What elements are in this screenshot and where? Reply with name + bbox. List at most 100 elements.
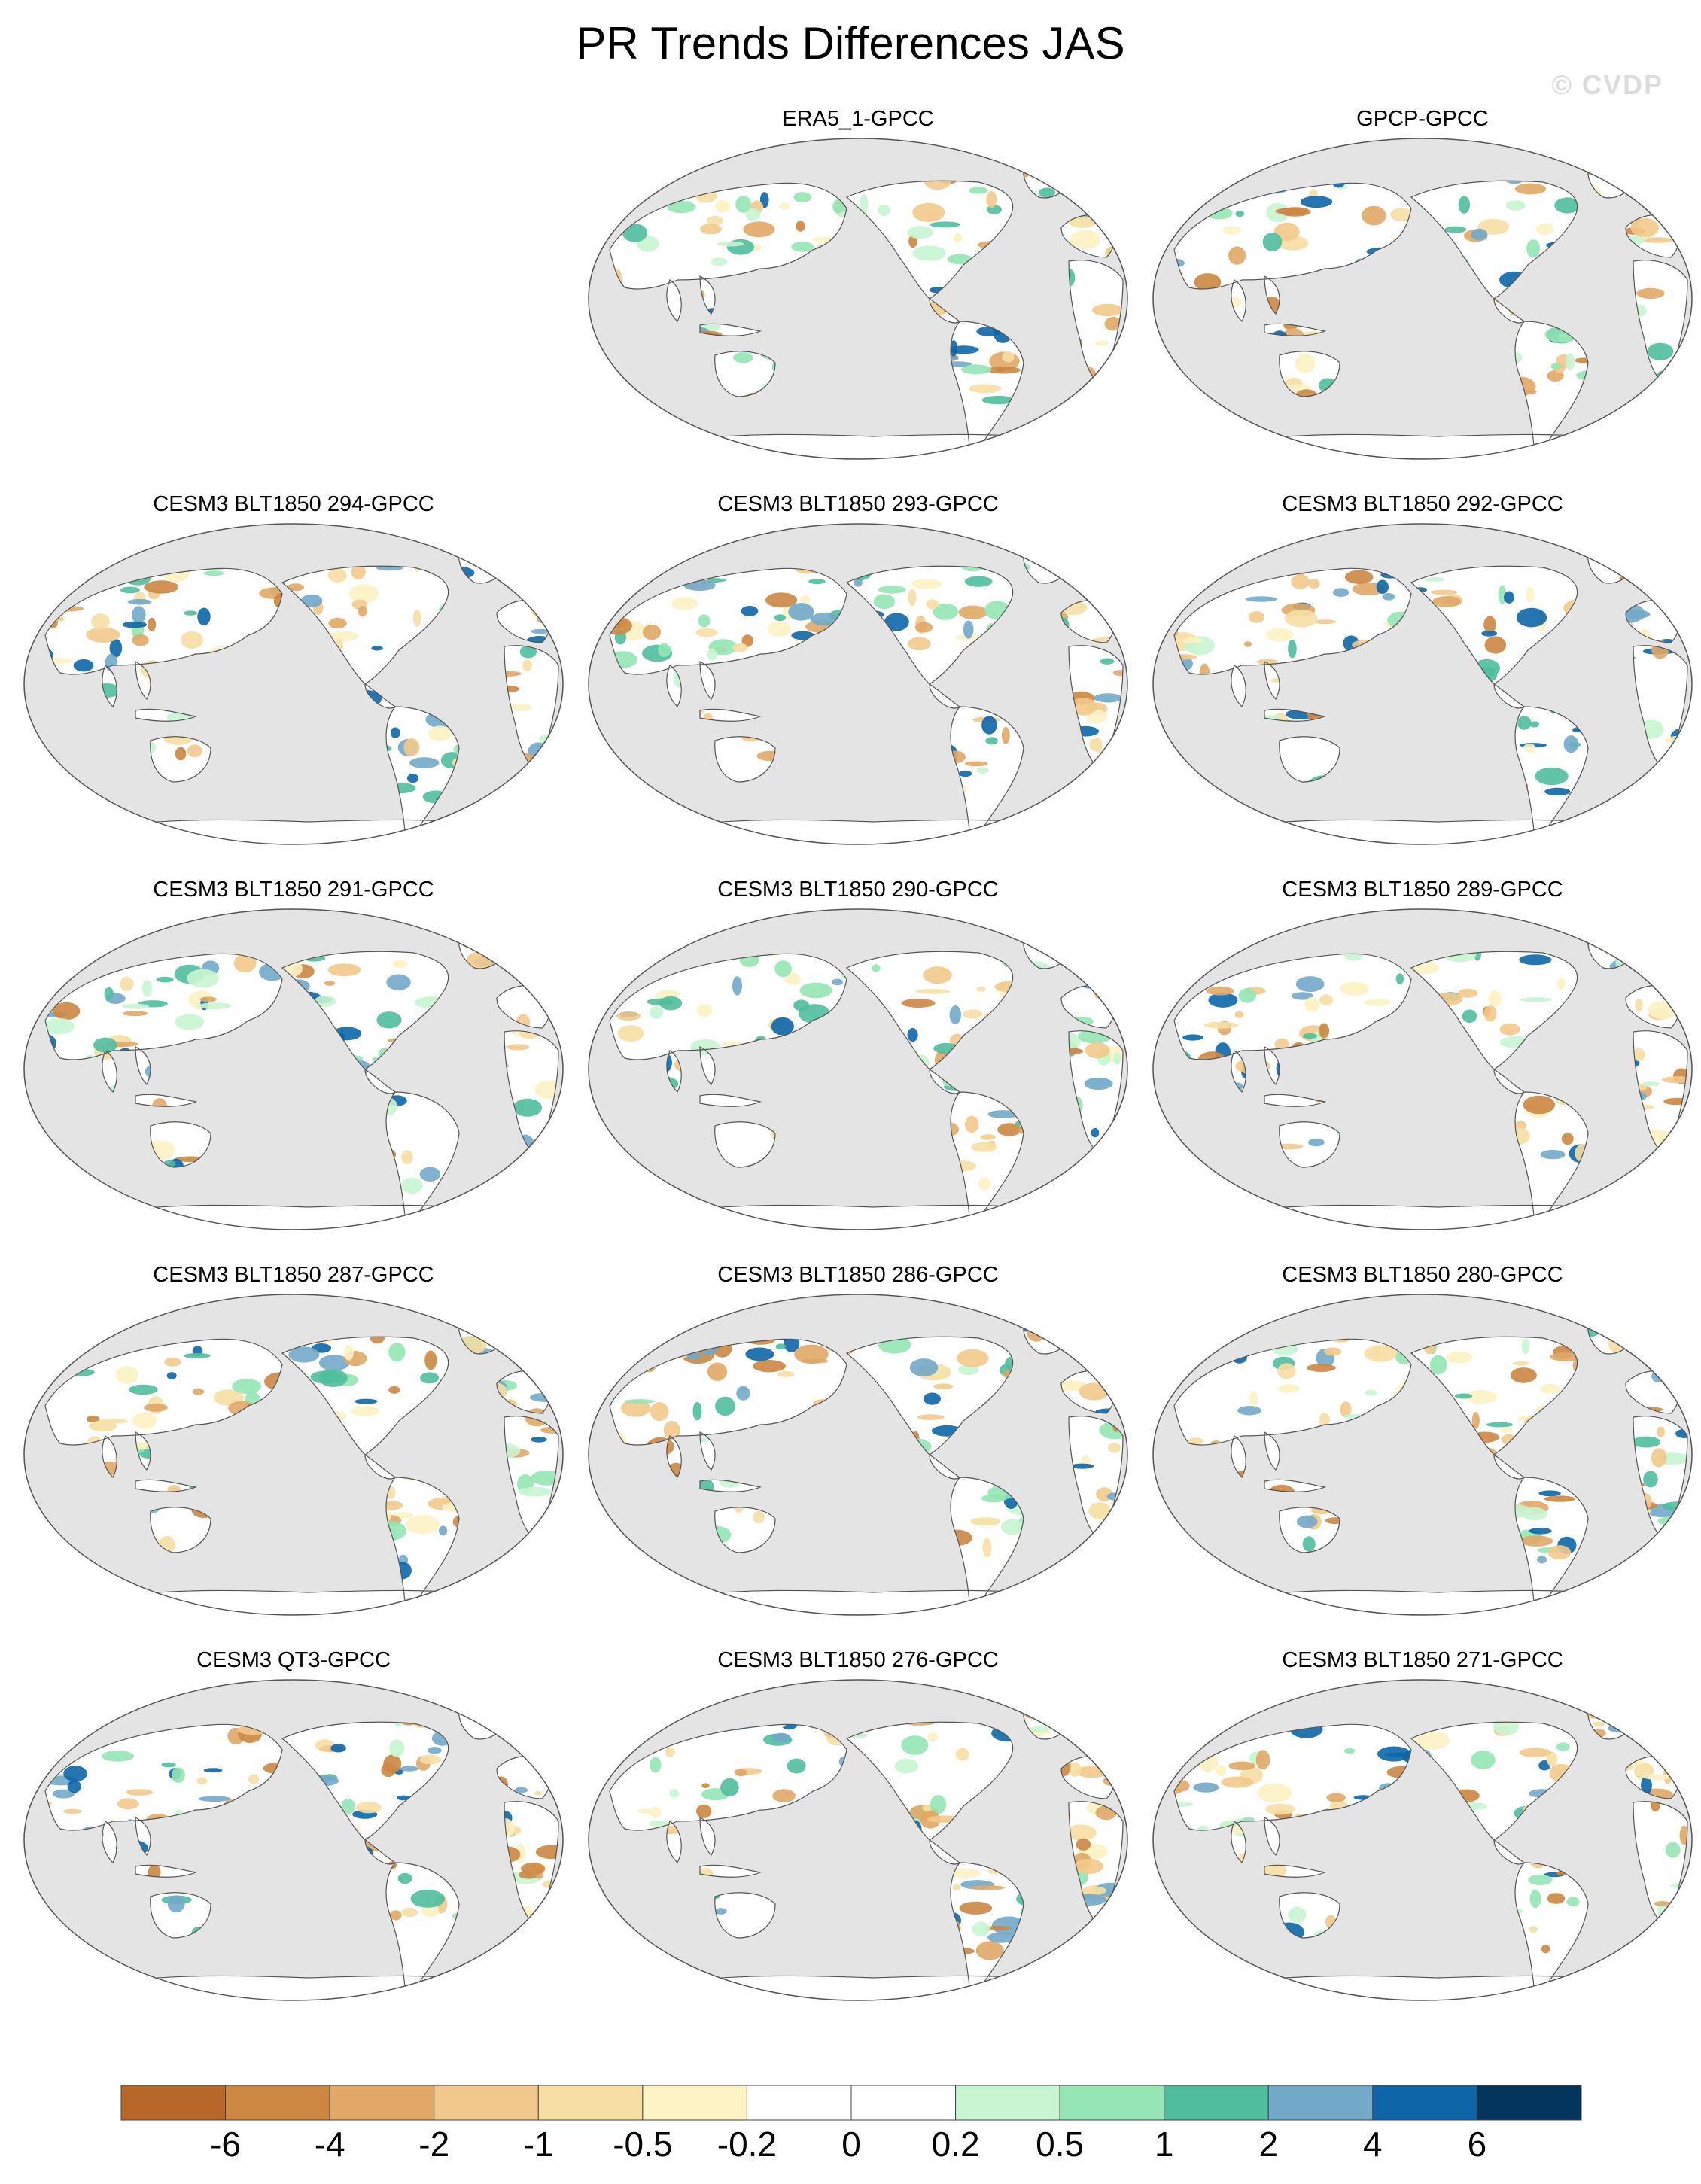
colorbar-box bbox=[537, 2085, 644, 2121]
colorbar-label: 0.2 bbox=[931, 2125, 980, 2164]
landmass-namerica bbox=[282, 1722, 449, 1840]
map-border bbox=[1152, 1294, 1693, 1616]
landmass-seasia bbox=[700, 1817, 715, 1855]
panel-title: CESM3 BLT1850 291-GPCC bbox=[153, 878, 434, 902]
panel-title: CESM3 BLT1850 290-GPCC bbox=[717, 878, 999, 902]
colorbar-box bbox=[642, 2085, 747, 2121]
landmass-eurasia bbox=[45, 954, 282, 1060]
landmass-eurasia bbox=[45, 1724, 282, 1830]
world-map bbox=[588, 908, 1128, 1230]
world-map bbox=[23, 523, 564, 845]
map-panel: CESM3 BLT1850 293-GPCC bbox=[580, 491, 1137, 852]
world-map bbox=[1152, 1294, 1693, 1616]
landmass-eurasia bbox=[1174, 954, 1411, 1060]
map-panel: CESM3 BLT1850 287-GPCC bbox=[15, 1261, 572, 1623]
landmass-australia bbox=[714, 736, 775, 782]
map-border bbox=[588, 1294, 1128, 1616]
world-map bbox=[588, 1294, 1128, 1616]
map-panel: CESM3 BLT1850 280-GPCC bbox=[1144, 1261, 1701, 1623]
world-map bbox=[1152, 138, 1693, 460]
map-border bbox=[23, 523, 564, 845]
colorbar-box bbox=[955, 2085, 1060, 2121]
map-border bbox=[588, 1679, 1128, 2001]
landmass-antarctica bbox=[670, 1976, 1069, 2000]
landmass-camerica bbox=[1494, 299, 1524, 323]
landmass-seasia bbox=[1264, 1817, 1280, 1855]
world-map bbox=[588, 1679, 1128, 2001]
colorbar-label: -0.5 bbox=[613, 2125, 673, 2164]
colorbar-box bbox=[1372, 2085, 1477, 2121]
landmass-indonesia bbox=[700, 1865, 760, 1878]
landmass-antarctica bbox=[1234, 434, 1633, 459]
map-border bbox=[1152, 1679, 1693, 2001]
landmass-australia bbox=[714, 351, 775, 397]
landmass-camerica bbox=[930, 1840, 960, 1864]
world-map bbox=[23, 908, 564, 1230]
map-panel: CESM3 BLT1850 286-GPCC bbox=[580, 1261, 1137, 1623]
landmass-antarctica bbox=[1234, 820, 1633, 844]
colorbar-boxes bbox=[120, 2085, 1582, 2121]
map-border bbox=[23, 1294, 564, 1616]
landmass-africa bbox=[1633, 1801, 1687, 1927]
panel-title: CESM3 BLT1850 287-GPCC bbox=[153, 1263, 434, 1287]
colorbar-box bbox=[225, 2085, 330, 2121]
landmass-seasia bbox=[700, 1047, 715, 1084]
map-panel: CESM3 BLT1850 291-GPCC bbox=[15, 876, 572, 1237]
landmass-eurasia bbox=[45, 1339, 282, 1445]
colorbar-label: -1 bbox=[522, 2125, 554, 2164]
landmass-antarctica bbox=[1234, 1205, 1633, 1230]
landmass-antarctica bbox=[105, 1590, 504, 1615]
landmass-camerica bbox=[1494, 1840, 1524, 1864]
landmass-antarctica bbox=[1234, 1976, 1633, 2000]
landmass-africa bbox=[1633, 1030, 1687, 1156]
landmass-indonesia bbox=[135, 1094, 196, 1107]
map-panel: CESM3 BLT1850 271-GPCC bbox=[1144, 1647, 1701, 2008]
colorbar-label: 0.5 bbox=[1036, 2125, 1085, 2164]
map-panel: CESM3 BLT1850 290-GPCC bbox=[580, 876, 1137, 1237]
panel-title: ERA5_1-GPCC bbox=[782, 107, 934, 131]
landmass-seasia bbox=[1264, 1047, 1280, 1084]
landmass-antarctica bbox=[105, 1976, 504, 2000]
colorbar-box bbox=[850, 2085, 957, 2121]
landmass-antarctica bbox=[670, 434, 1069, 459]
map-border bbox=[23, 908, 564, 1230]
panel-title: GPCP-GPCC bbox=[1356, 107, 1489, 131]
map-panel: CESM3 BLT1850 276-GPCC bbox=[580, 1647, 1137, 2008]
panel-title: CESM3 BLT1850 286-GPCC bbox=[717, 1263, 999, 1287]
colorbar-box bbox=[746, 2085, 852, 2121]
map-border bbox=[23, 1679, 564, 2001]
landmass-seasia bbox=[1264, 1432, 1280, 1470]
landmass-eurasia bbox=[610, 1339, 847, 1445]
landmass-africa bbox=[504, 1030, 558, 1156]
landmass-africa bbox=[1069, 1030, 1123, 1156]
world-map bbox=[588, 523, 1128, 845]
map-panel: GPCP-GPCC bbox=[1144, 105, 1701, 467]
landmass-camerica bbox=[1494, 684, 1524, 708]
landmass-seasia bbox=[135, 662, 151, 699]
landmass-camerica bbox=[1494, 1455, 1524, 1479]
landmass-seasia bbox=[700, 662, 715, 699]
world-map bbox=[23, 1679, 564, 2001]
colorbar-label: -6 bbox=[210, 2125, 242, 2164]
landmass-antarctica bbox=[1234, 1590, 1633, 1615]
landmass-indonesia bbox=[700, 1094, 760, 1107]
panel-title: CESM3 BLT1850 276-GPCC bbox=[717, 1648, 999, 1672]
world-map bbox=[588, 138, 1128, 460]
landmass-seasia bbox=[700, 276, 715, 314]
watermark: © CVDP bbox=[1551, 69, 1663, 100]
landmass-camerica bbox=[1494, 1069, 1524, 1094]
world-map bbox=[1152, 1679, 1693, 2001]
colorbar-box bbox=[434, 2085, 539, 2121]
figure-title: PR Trends Differences JAS bbox=[576, 18, 1125, 68]
colorbar-box bbox=[1476, 2085, 1582, 2121]
colorbar-label: 2 bbox=[1258, 2125, 1279, 2164]
world-map bbox=[23, 1294, 564, 1616]
map-panel: CESM3 BLT1850 294-GPCC bbox=[15, 491, 572, 852]
map-panel: CESM3 QT3-GPCC bbox=[15, 1647, 572, 2008]
colorbar-box bbox=[120, 2085, 227, 2121]
world-map bbox=[1152, 908, 1693, 1230]
landmass-antarctica bbox=[670, 820, 1069, 844]
landmass-australia bbox=[714, 1892, 775, 1938]
panel-title: CESM3 BLT1850 280-GPCC bbox=[1282, 1263, 1563, 1287]
landmass-namerica bbox=[1411, 181, 1578, 299]
